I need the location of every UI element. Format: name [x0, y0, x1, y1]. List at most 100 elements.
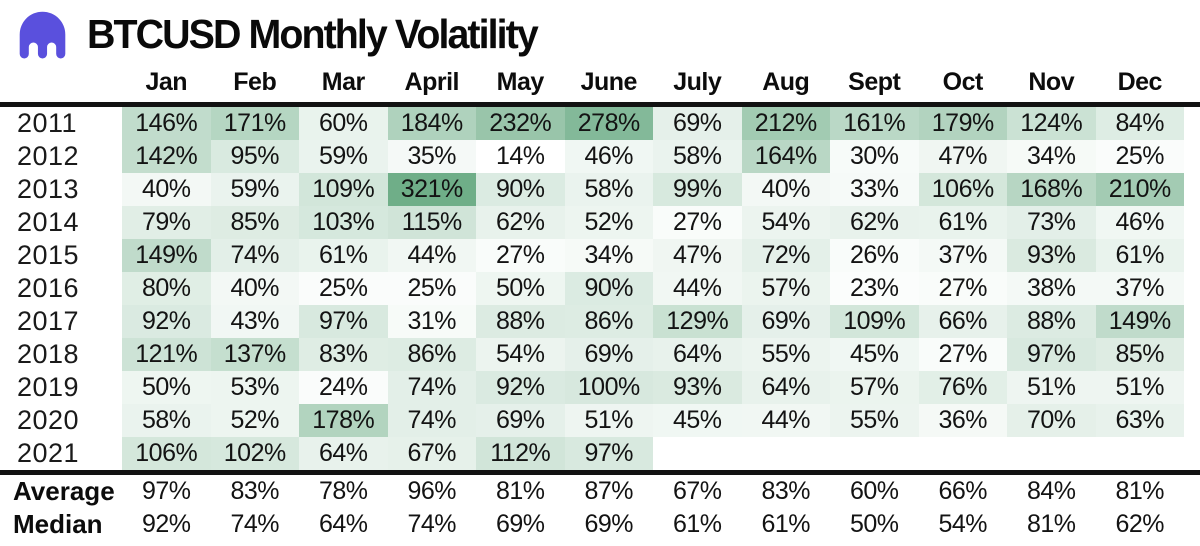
heatmap-cell: 121%: [122, 338, 211, 371]
summary-cell: 97%: [122, 475, 211, 508]
summary-cell: 96%: [387, 475, 476, 508]
heatmap-cell: 51%: [1095, 371, 1184, 404]
month-header-feb: Feb: [233, 68, 277, 96]
heatmap-cell: 73%: [1007, 206, 1096, 239]
heatmap-cell: 212%: [741, 107, 830, 140]
table-row-2015: 2015 149% 74% 61% 44% 27% 34% 47% 72% 26% 37% 93% 61…: [0, 239, 1200, 272]
row-label-year: 2012: [0, 140, 122, 173]
summary-cell: 69%: [476, 508, 565, 541]
summary-cell: 74%: [387, 508, 476, 541]
heatmap-cell: 40%: [210, 272, 299, 305]
heatmap-cell: 43%: [210, 305, 299, 338]
table-row-2011: 2011 146% 171% 60% 184% 232% 278% 69% 212% 161% 17…: [0, 107, 1200, 140]
summary-cell: 84%: [1007, 475, 1096, 508]
heatmap-cell: 102%: [210, 437, 299, 470]
heatmap-cell: 25%: [1095, 140, 1184, 173]
heatmap-cell: 25%: [387, 272, 476, 305]
heatmap-cell: 61%: [299, 239, 388, 272]
heatmap-cell: 112%: [476, 437, 565, 470]
heatmap-cell: 67%: [387, 437, 476, 470]
heatmap-cell: 59%: [210, 173, 299, 206]
heatmap-cell: 97%: [564, 437, 653, 470]
heatmap-cell: 93%: [653, 371, 742, 404]
heatmap-cell: 64%: [741, 371, 830, 404]
row-label-year: 2018: [0, 338, 122, 371]
heatmap-cell: 171%: [210, 107, 299, 140]
heatmap-cell: 54%: [476, 338, 565, 371]
heatmap-cell: 74%: [387, 371, 476, 404]
summary-divider-rule: [0, 470, 1200, 475]
heatmap-cell: 55%: [830, 404, 919, 437]
heatmap-cell: 34%: [564, 239, 653, 272]
summary-cell: 69%: [564, 508, 653, 541]
heatmap-cell: 92%: [476, 371, 565, 404]
heatmap-cell: [918, 437, 1007, 470]
month-header-mar: Mar: [321, 68, 365, 96]
heatmap-cell: 40%: [122, 173, 211, 206]
summary-cell: 81%: [1095, 475, 1184, 508]
heatmap-cell: 58%: [122, 404, 211, 437]
heatmap-cell: 106%: [918, 173, 1007, 206]
heatmap-cell: 45%: [830, 338, 919, 371]
heatmap-cell: 44%: [653, 272, 742, 305]
summary-cell: 62%: [1095, 508, 1184, 541]
heatmap-cell: 27%: [918, 272, 1007, 305]
month-header-april: April: [404, 68, 460, 96]
heatmap-cell: 278%: [564, 107, 653, 140]
month-header-nov: Nov: [1028, 68, 1075, 96]
heatmap-cell: 64%: [653, 338, 742, 371]
heatmap-cell: 321%: [387, 173, 476, 206]
table-row-2018: 2018 121% 137% 83% 86% 54% 69% 64% 55% 45% 27% 97% 8…: [0, 338, 1200, 371]
heatmap-cell: 115%: [387, 206, 476, 239]
summary-cell: 74%: [210, 508, 299, 541]
heatmap-cell: 60%: [299, 107, 388, 140]
page-title: BTCUSD Monthly Volatility: [87, 11, 539, 57]
heatmap-cell: [741, 437, 830, 470]
heatmap-cell: 142%: [122, 140, 211, 173]
table-row-2021: 2021 106% 102% 64% 67% 112% 97%: [0, 437, 1200, 470]
heatmap-cell: 164%: [741, 140, 830, 173]
heatmap-cell: 109%: [299, 173, 388, 206]
heatmap-cell: 99%: [653, 173, 742, 206]
heatmap-cell: 62%: [476, 206, 565, 239]
heatmap-cell: 124%: [1007, 107, 1096, 140]
month-header-sept: Sept: [848, 68, 901, 96]
heatmap-cell: 149%: [122, 239, 211, 272]
row-label-year: 2014: [0, 206, 122, 239]
heatmap-cell: 61%: [1095, 239, 1184, 272]
heatmap-cell: 69%: [741, 305, 830, 338]
summary-cell: 61%: [653, 508, 742, 541]
heatmap-cell: 55%: [741, 338, 830, 371]
heatmap-cell: 54%: [741, 206, 830, 239]
heatmap-cell: 69%: [564, 338, 653, 371]
summary-row-average: Average 97% 83% 78% 96% 81% 87% 67% 83% 60% 66% 84%…: [0, 475, 1200, 508]
heatmap-cell: 129%: [653, 305, 742, 338]
heatmap-cell: 103%: [299, 206, 388, 239]
heatmap-cell: 232%: [476, 107, 565, 140]
heatmap-cell: 25%: [299, 272, 388, 305]
heatmap-cell: 97%: [1007, 338, 1096, 371]
header-divider-rule: [0, 102, 1200, 107]
heatmap-cell: 79%: [122, 206, 211, 239]
heatmap-cell: 59%: [299, 140, 388, 173]
heatmap-cell: 33%: [830, 173, 919, 206]
heatmap-cell: 58%: [564, 173, 653, 206]
heatmap-cell: 30%: [830, 140, 919, 173]
heatmap-cell: 88%: [476, 305, 565, 338]
heatmap-cell: 47%: [918, 140, 1007, 173]
row-label-year: 2017: [0, 305, 122, 338]
row-label-year: 2011: [0, 107, 122, 140]
heatmap-cell: 53%: [210, 371, 299, 404]
heatmap-cell: 37%: [1095, 272, 1184, 305]
heatmap-cell: 178%: [299, 404, 388, 437]
heatmap-cell: [653, 437, 742, 470]
heatmap-cell: 83%: [299, 338, 388, 371]
summary-cell: 66%: [918, 475, 1007, 508]
row-label-average: Average: [13, 476, 115, 506]
heatmap-cell: 24%: [299, 371, 388, 404]
month-header-row: Jan Feb Mar April May June July Aug Sept Oct Nov De…: [0, 66, 1200, 102]
kraken-logo-icon: [13, 6, 72, 63]
row-label-year: 2020: [0, 404, 122, 437]
row-label-year: 2015: [0, 239, 122, 272]
heatmap-cell: 86%: [387, 338, 476, 371]
